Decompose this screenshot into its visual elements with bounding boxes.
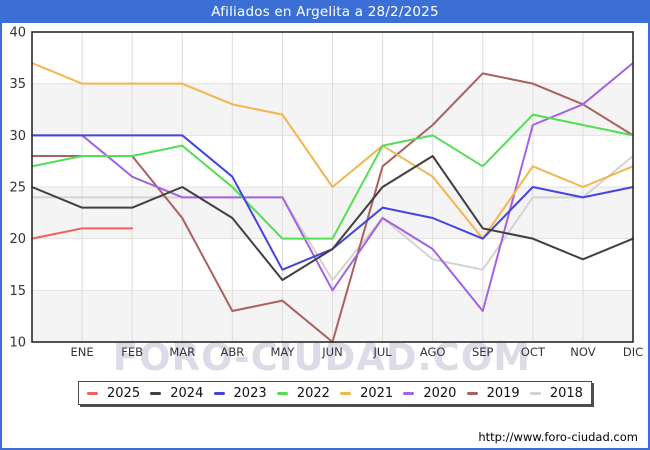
legend-label-2021: 2021 — [360, 385, 394, 401]
svg-text:OCT: OCT — [521, 345, 546, 359]
x-axis-labels: ENE FEB MAR ABR MAY JUN JUL AGO SEP OCT NOV DIC — [71, 345, 644, 359]
svg-text:NOV: NOV — [570, 345, 595, 359]
legend-swatch-2020 — [403, 391, 415, 395]
legend-item-2018: 2018 — [529, 385, 583, 401]
series-line-2020 — [31, 62, 634, 312]
svg-text:ENE: ENE — [71, 345, 94, 359]
plot-border — [31, 31, 634, 343]
svg-text:40: 40 — [9, 26, 26, 41]
svg-text:10: 10 — [9, 336, 26, 351]
svg-text:JUN: JUN — [321, 345, 342, 359]
legend-item-2024: 2024 — [150, 387, 203, 400]
legend: 2025 2024 2023 2022 2021 2020 2019 2018 — [78, 381, 592, 405]
chart-title: Afiliados en Argelita a 28/2/2025 — [211, 4, 439, 20]
legend-label-2025: 2025 — [107, 385, 141, 401]
series-line-2022 — [31, 113, 634, 240]
legend-swatch-2019 — [466, 391, 478, 395]
legend-item-2023: 2023 — [213, 385, 267, 401]
series-line-2024 — [31, 155, 634, 281]
y-axis-labels: 10 15 20 25 30 35 40 — [9, 26, 26, 351]
svg-text:15: 15 — [9, 284, 26, 299]
legend-swatch-2021 — [340, 391, 352, 395]
legend-label-2020: 2020 — [423, 385, 457, 401]
svg-text:FEB: FEB — [121, 345, 143, 359]
series-line-2021 — [31, 62, 634, 240]
legend-label-2024: 2024 — [170, 385, 204, 401]
svg-text:ABR: ABR — [220, 345, 244, 359]
legend-label-2018: 2018 — [549, 385, 583, 401]
series-line-2025 — [31, 227, 134, 240]
series-line-2018 — [31, 155, 634, 281]
svg-text:DIC: DIC — [623, 345, 643, 359]
svg-text:AGO: AGO — [420, 345, 446, 359]
legend-swatch-2023 — [213, 391, 225, 395]
legend-label-2019: 2019 — [486, 385, 520, 401]
title-bar: Afiliados en Argelita a 28/2/2025 — [2, 2, 648, 23]
legend-swatch-2018 — [529, 391, 541, 395]
svg-text:SEP: SEP — [472, 345, 494, 359]
legend-item-2025: 2025 — [87, 387, 140, 400]
svg-text:20: 20 — [9, 232, 26, 247]
svg-text:30: 30 — [9, 129, 26, 144]
svg-text:25: 25 — [9, 181, 26, 196]
footer-link[interactable]: http://www.foro-ciudad.com — [478, 430, 638, 444]
watermark: FORO-CIUDAD.COM — [113, 336, 531, 379]
svg-text:MAY: MAY — [270, 345, 295, 359]
svg-text:JUL: JUL — [372, 345, 392, 359]
legend-item-2022: 2022 — [276, 385, 330, 401]
svg-text:MAR: MAR — [169, 345, 195, 359]
legend-item-2021: 2021 — [340, 387, 393, 400]
legend-label-2022: 2022 — [296, 385, 330, 401]
legend-item-2020: 2020 — [403, 387, 456, 400]
legend-label-2023: 2023 — [233, 385, 267, 401]
legend-swatch-2024 — [150, 391, 162, 395]
legend-swatch-2022 — [276, 391, 288, 395]
legend-swatch-2025 — [87, 391, 98, 395]
footer: http://www.foro-ciudad.com — [478, 430, 638, 444]
svg-text:35: 35 — [9, 77, 26, 92]
legend-item-2019: 2019 — [466, 385, 520, 401]
